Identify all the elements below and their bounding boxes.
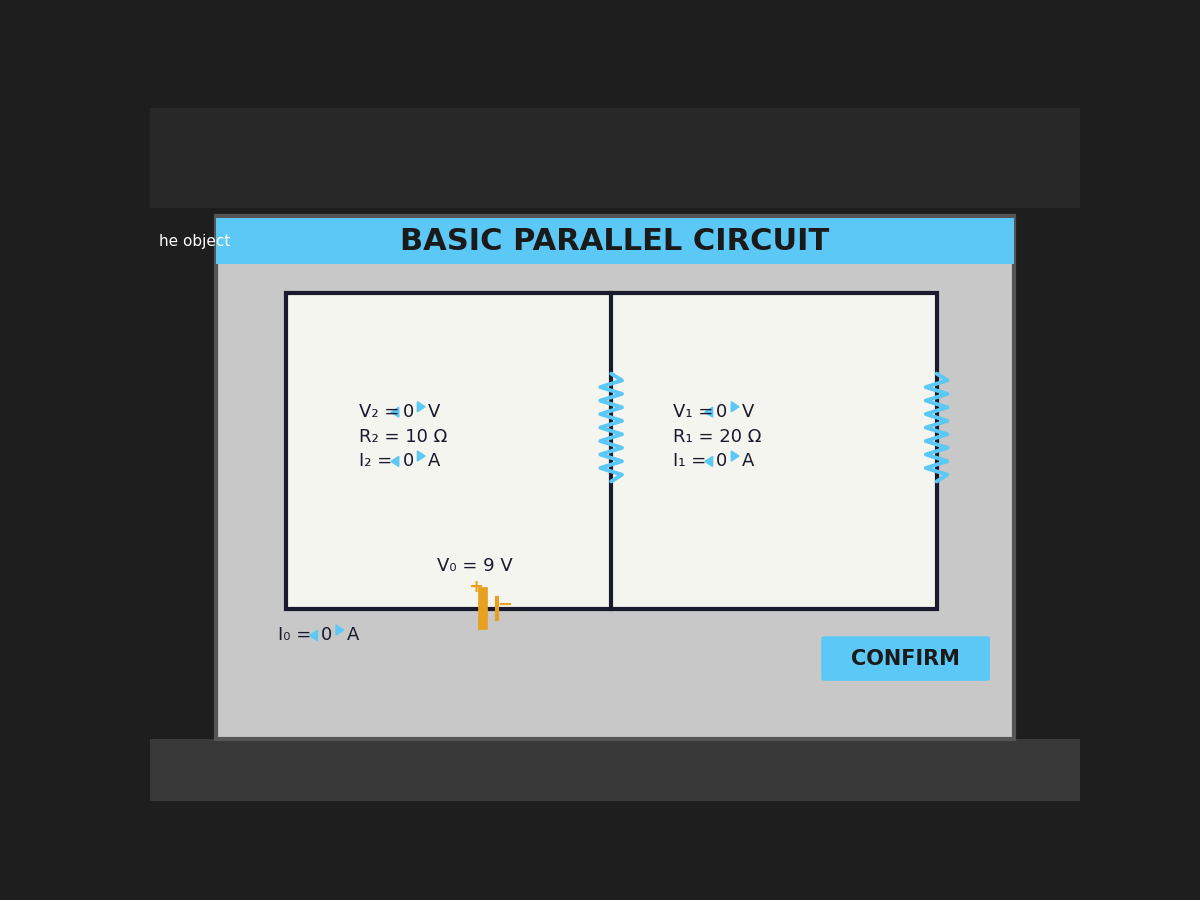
Text: A: A <box>428 453 440 471</box>
Text: +: + <box>468 578 482 596</box>
Polygon shape <box>391 407 398 418</box>
Polygon shape <box>336 626 343 635</box>
Text: I₂ =: I₂ = <box>359 453 392 471</box>
Polygon shape <box>704 456 713 466</box>
Text: V₁ =: V₁ = <box>673 403 714 421</box>
Polygon shape <box>310 630 317 641</box>
Text: 0: 0 <box>716 453 727 471</box>
Text: −: − <box>497 596 512 614</box>
Bar <box>216 216 1014 740</box>
Text: 0: 0 <box>402 453 414 471</box>
Polygon shape <box>731 451 739 461</box>
Bar <box>150 740 1080 801</box>
Text: V₀ = 9 V: V₀ = 9 V <box>437 557 512 575</box>
Polygon shape <box>704 407 713 418</box>
Polygon shape <box>418 401 425 412</box>
Text: V: V <box>428 403 440 421</box>
Polygon shape <box>391 456 398 466</box>
Text: 0: 0 <box>322 626 332 644</box>
Bar <box>216 218 1014 265</box>
FancyBboxPatch shape <box>822 637 989 680</box>
Text: V: V <box>742 403 755 421</box>
Text: R₁ = 20 Ω: R₁ = 20 Ω <box>673 428 762 446</box>
Text: 0: 0 <box>402 403 414 421</box>
Polygon shape <box>731 401 739 412</box>
Text: A: A <box>742 453 755 471</box>
Text: A: A <box>347 626 359 644</box>
Bar <box>150 108 1080 208</box>
Text: I₀ =: I₀ = <box>278 626 311 644</box>
Text: R₂ = 10 Ω: R₂ = 10 Ω <box>359 428 448 446</box>
Text: CONFIRM: CONFIRM <box>851 649 960 669</box>
Text: BASIC PARALLEL CIRCUIT: BASIC PARALLEL CIRCUIT <box>401 227 829 256</box>
Bar <box>286 292 937 608</box>
Text: V₂ =: V₂ = <box>359 403 400 421</box>
Text: 0: 0 <box>716 403 727 421</box>
Text: I₁ =: I₁ = <box>673 453 707 471</box>
Polygon shape <box>418 451 425 461</box>
Text: he object: he object <box>160 233 230 248</box>
